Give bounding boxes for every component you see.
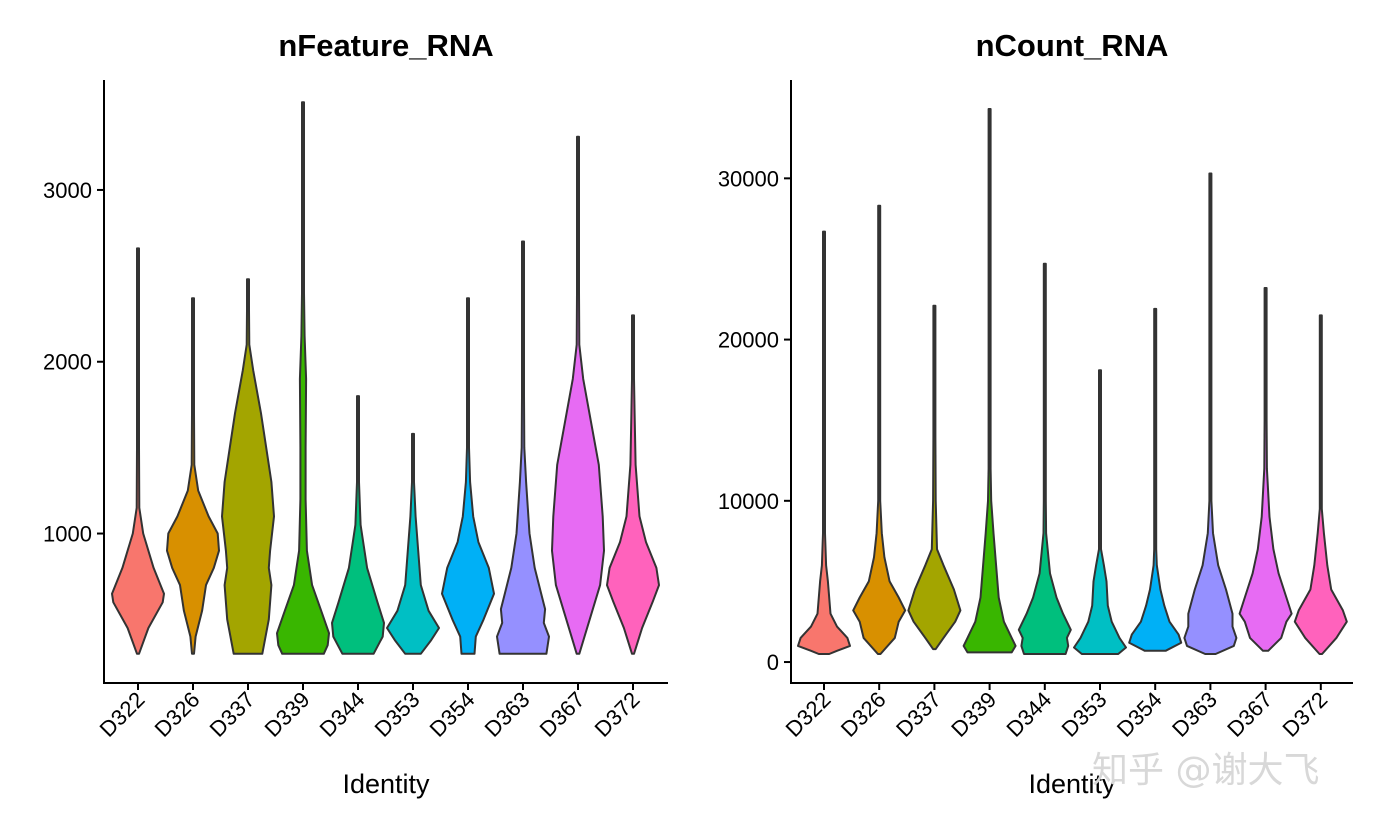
violin-D353 xyxy=(1073,369,1127,655)
violin-D367 xyxy=(551,135,605,655)
x-tick-label: D354 xyxy=(425,687,480,742)
y-tick-label: 20000 xyxy=(718,328,779,353)
x-tick-label: D367 xyxy=(1222,687,1277,742)
violin-D344 xyxy=(331,395,385,655)
panel-ncount-rna: nCount_RNA Identity 0 10000 20000 30000 D322… xyxy=(718,28,1353,799)
violin-D344 xyxy=(1017,262,1072,655)
violin-D322 xyxy=(797,230,851,655)
x-tick-label: D372 xyxy=(590,687,645,742)
y-tick-label: 10000 xyxy=(718,489,779,514)
violin-D372 xyxy=(606,314,660,655)
violin-D326 xyxy=(852,204,907,655)
y-tick-label: 30000 xyxy=(718,166,779,191)
watermark: 知乎 @谢大飞 xyxy=(1092,750,1319,791)
x-tick-label: D337 xyxy=(891,687,946,742)
x-tick-label: D339 xyxy=(260,687,315,742)
x-tick-label: D353 xyxy=(370,687,425,742)
x-axis-title: Identity xyxy=(1028,769,1116,799)
x-tick-label: D322 xyxy=(781,687,836,742)
violin-D337 xyxy=(221,278,275,655)
panel-title: nFeature_RNA xyxy=(278,28,493,63)
x-tick-label: D353 xyxy=(1057,687,1112,742)
x-tick-label: D337 xyxy=(205,687,260,742)
panel-title: nCount_RNA xyxy=(976,28,1169,63)
x-tick-label: D372 xyxy=(1277,687,1332,742)
violin-D337 xyxy=(907,304,962,651)
x-tick-label: D354 xyxy=(1112,687,1167,742)
x-tick-label: D344 xyxy=(315,687,370,742)
x-tick-label: D363 xyxy=(480,687,535,742)
y-tick-label: 0 xyxy=(767,650,779,675)
x-tick-label: D322 xyxy=(95,687,150,742)
violin-D363 xyxy=(496,240,550,655)
x-tick-label: D367 xyxy=(535,687,590,742)
violin-D367 xyxy=(1238,287,1293,652)
x-tick-label: D344 xyxy=(1001,687,1056,742)
violin-D326 xyxy=(166,297,220,655)
x-axis-title: Identity xyxy=(342,769,430,799)
violin-D363 xyxy=(1183,172,1238,655)
y-tick-label: 1000 xyxy=(43,522,92,547)
x-tick-label: D339 xyxy=(946,687,1001,742)
y-tick-label: 2000 xyxy=(43,350,92,375)
violin-D339 xyxy=(276,101,330,655)
violin-D322 xyxy=(111,247,165,655)
x-tick-label: D326 xyxy=(150,687,205,742)
y-tick-label: 3000 xyxy=(43,178,92,203)
violin-D372 xyxy=(1293,314,1348,655)
x-tick-label: D363 xyxy=(1167,687,1222,742)
violin-D354 xyxy=(441,297,495,655)
violin-D354 xyxy=(1128,307,1183,652)
violin-D339 xyxy=(962,108,1017,654)
x-tick-label: D326 xyxy=(836,687,891,742)
violin-D353 xyxy=(386,432,440,655)
